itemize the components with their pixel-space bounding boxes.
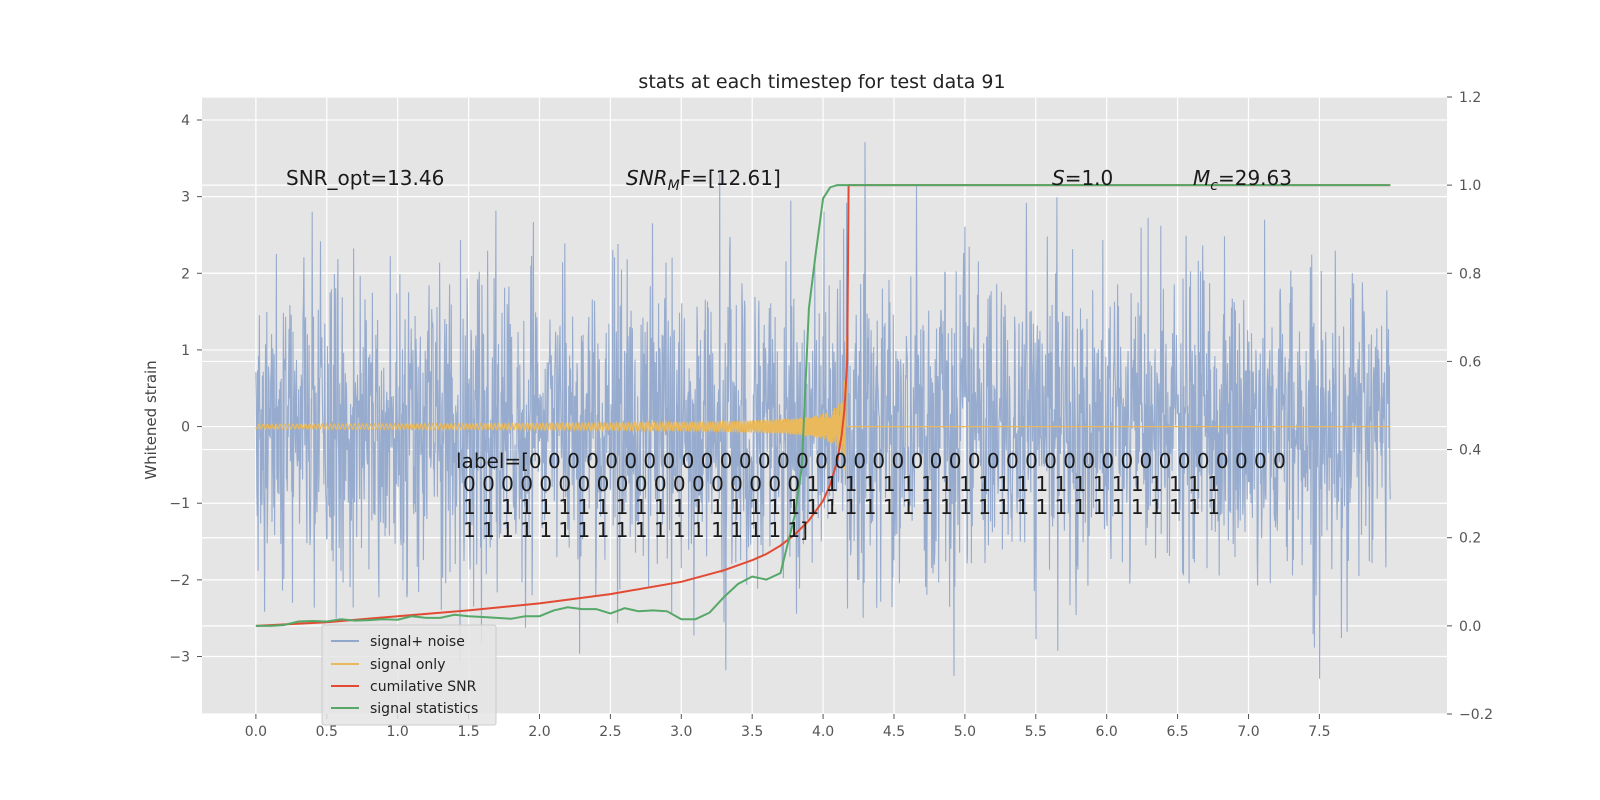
legend-box — [321, 624, 497, 726]
y-tick-label-6: −2 — [169, 573, 190, 589]
x-tick-label-8: 4.0 — [812, 724, 834, 740]
label-line-4: 1 1 1 1 1 1 1 1 1 1 1 1 1 1 1 1 1 1] — [463, 518, 808, 542]
x-tick-label-4: 2.0 — [528, 724, 550, 740]
series-signal-noise-line — [255, 142, 1391, 679]
x-tick-label-7: 3.5 — [741, 724, 763, 740]
chart-title: stats at each timestep for test data 91 — [638, 71, 1005, 93]
y-tick-label-4: 0 — [181, 420, 190, 436]
annotation-s: S=1.0 — [1052, 166, 1113, 190]
y-axis-left: 4 3 2 1 0 −1 −2 −3 — [169, 113, 202, 666]
y-tick-label-2: 2 — [181, 266, 190, 282]
annotation-snr-opt: SNR_opt=13.46 — [286, 166, 444, 190]
x-tick-label-11: 5.5 — [1025, 724, 1047, 740]
x-tick-label-15: 7.5 — [1308, 724, 1330, 740]
y2-tick-label-2: 0.8 — [1459, 266, 1481, 282]
legend-label-signal-only: signal only — [370, 657, 445, 673]
y-tick-label-1: 3 — [181, 190, 190, 206]
y2-tick-label-4: 0.4 — [1459, 443, 1481, 459]
series-signal-only-line — [255, 335, 1391, 471]
y-axis-label: Whitened strain — [142, 360, 160, 479]
x-tick-label-3: 1.5 — [457, 724, 479, 740]
y-tick-label-7: −3 — [169, 650, 190, 666]
y-tick-label-5: −1 — [169, 496, 190, 512]
series-signal-statistics-line — [255, 184, 1391, 627]
annotation-s-value: =1.0 — [1065, 166, 1114, 190]
label-line-3: 1 1 1 1 1 1 1 1 1 1 1 1 1 1 1 1 1 1 1 1 … — [463, 495, 1220, 519]
annotation-label-block: label=[0 0 0 0 0 0 0 0 0 0 0 0 0 0 0 0 0… — [456, 449, 1286, 542]
y2-tick-label-7: −0.2 — [1459, 707, 1493, 723]
y2-tick-label-3: 0.6 — [1459, 354, 1481, 370]
label-line-1: label=[0 0 0 0 0 0 0 0 0 0 0 0 0 0 0 0 0… — [456, 449, 1286, 473]
annotation-s-name: S — [1052, 166, 1065, 190]
x-tick-label-13: 6.5 — [1166, 724, 1188, 740]
x-tick-label-12: 6.0 — [1096, 724, 1118, 740]
y2-tick-label-6: 0.0 — [1459, 619, 1481, 635]
x-tick-label-5: 2.5 — [599, 724, 621, 740]
legend-label-cumulative-snr: cumilative SNR — [370, 679, 477, 695]
y2-tick-label-0: 1.2 — [1459, 90, 1481, 106]
x-tick-label-10: 5.0 — [954, 724, 976, 740]
annotation-mc-value: =29.63 — [1218, 166, 1292, 190]
x-axis: 0.0 0.5 1.0 1.5 2.0 2.5 3.0 3.5 4.0 4.5 5.0 5.5 6.0 6… — [245, 714, 1331, 740]
y-axis-right: 1.2 1.0 0.8 0.6 0.4 0.2 0.0 −0.2 — [1447, 90, 1493, 723]
x-tick-label-14: 7.0 — [1237, 724, 1259, 740]
legend-label-signal-noise: signal+ noise — [370, 634, 465, 650]
annotation-snr-mf-value: F=[12.61] — [680, 166, 781, 190]
annotation-snr-mf-name: SNR — [626, 166, 668, 190]
legend-label-signal-statistics: signal statistics — [370, 701, 478, 717]
label-line-2: 0 0 0 0 0 0 0 0 0 0 0 0 0 0 0 0 0 0 1 1 … — [463, 472, 1220, 496]
annotation-snr-mf: SNRMF=[12.61] — [626, 166, 781, 194]
annotation-mc-name: M — [1193, 166, 1210, 190]
y2-tick-label-1: 1.0 — [1459, 178, 1481, 194]
x-tick-label-6: 3.0 — [670, 724, 692, 740]
x-tick-label-2: 1.0 — [387, 724, 409, 740]
x-tick-label-9: 4.5 — [883, 724, 905, 740]
x-tick-label-1: 0.5 — [316, 724, 338, 740]
annotation-snr-mf-sub: M — [668, 178, 680, 194]
annotation-mc: Mc=29.63 — [1193, 166, 1292, 194]
y2-tick-label-5: 0.2 — [1459, 531, 1481, 547]
annotation-mc-sub: c — [1210, 178, 1218, 194]
y-tick-label-3: 1 — [181, 343, 190, 359]
y-tick-label-0: 4 — [181, 113, 190, 129]
x-tick-label-0: 0.0 — [245, 724, 267, 740]
legend: signal+ noise signal only cumilative SNR… — [321, 624, 497, 726]
